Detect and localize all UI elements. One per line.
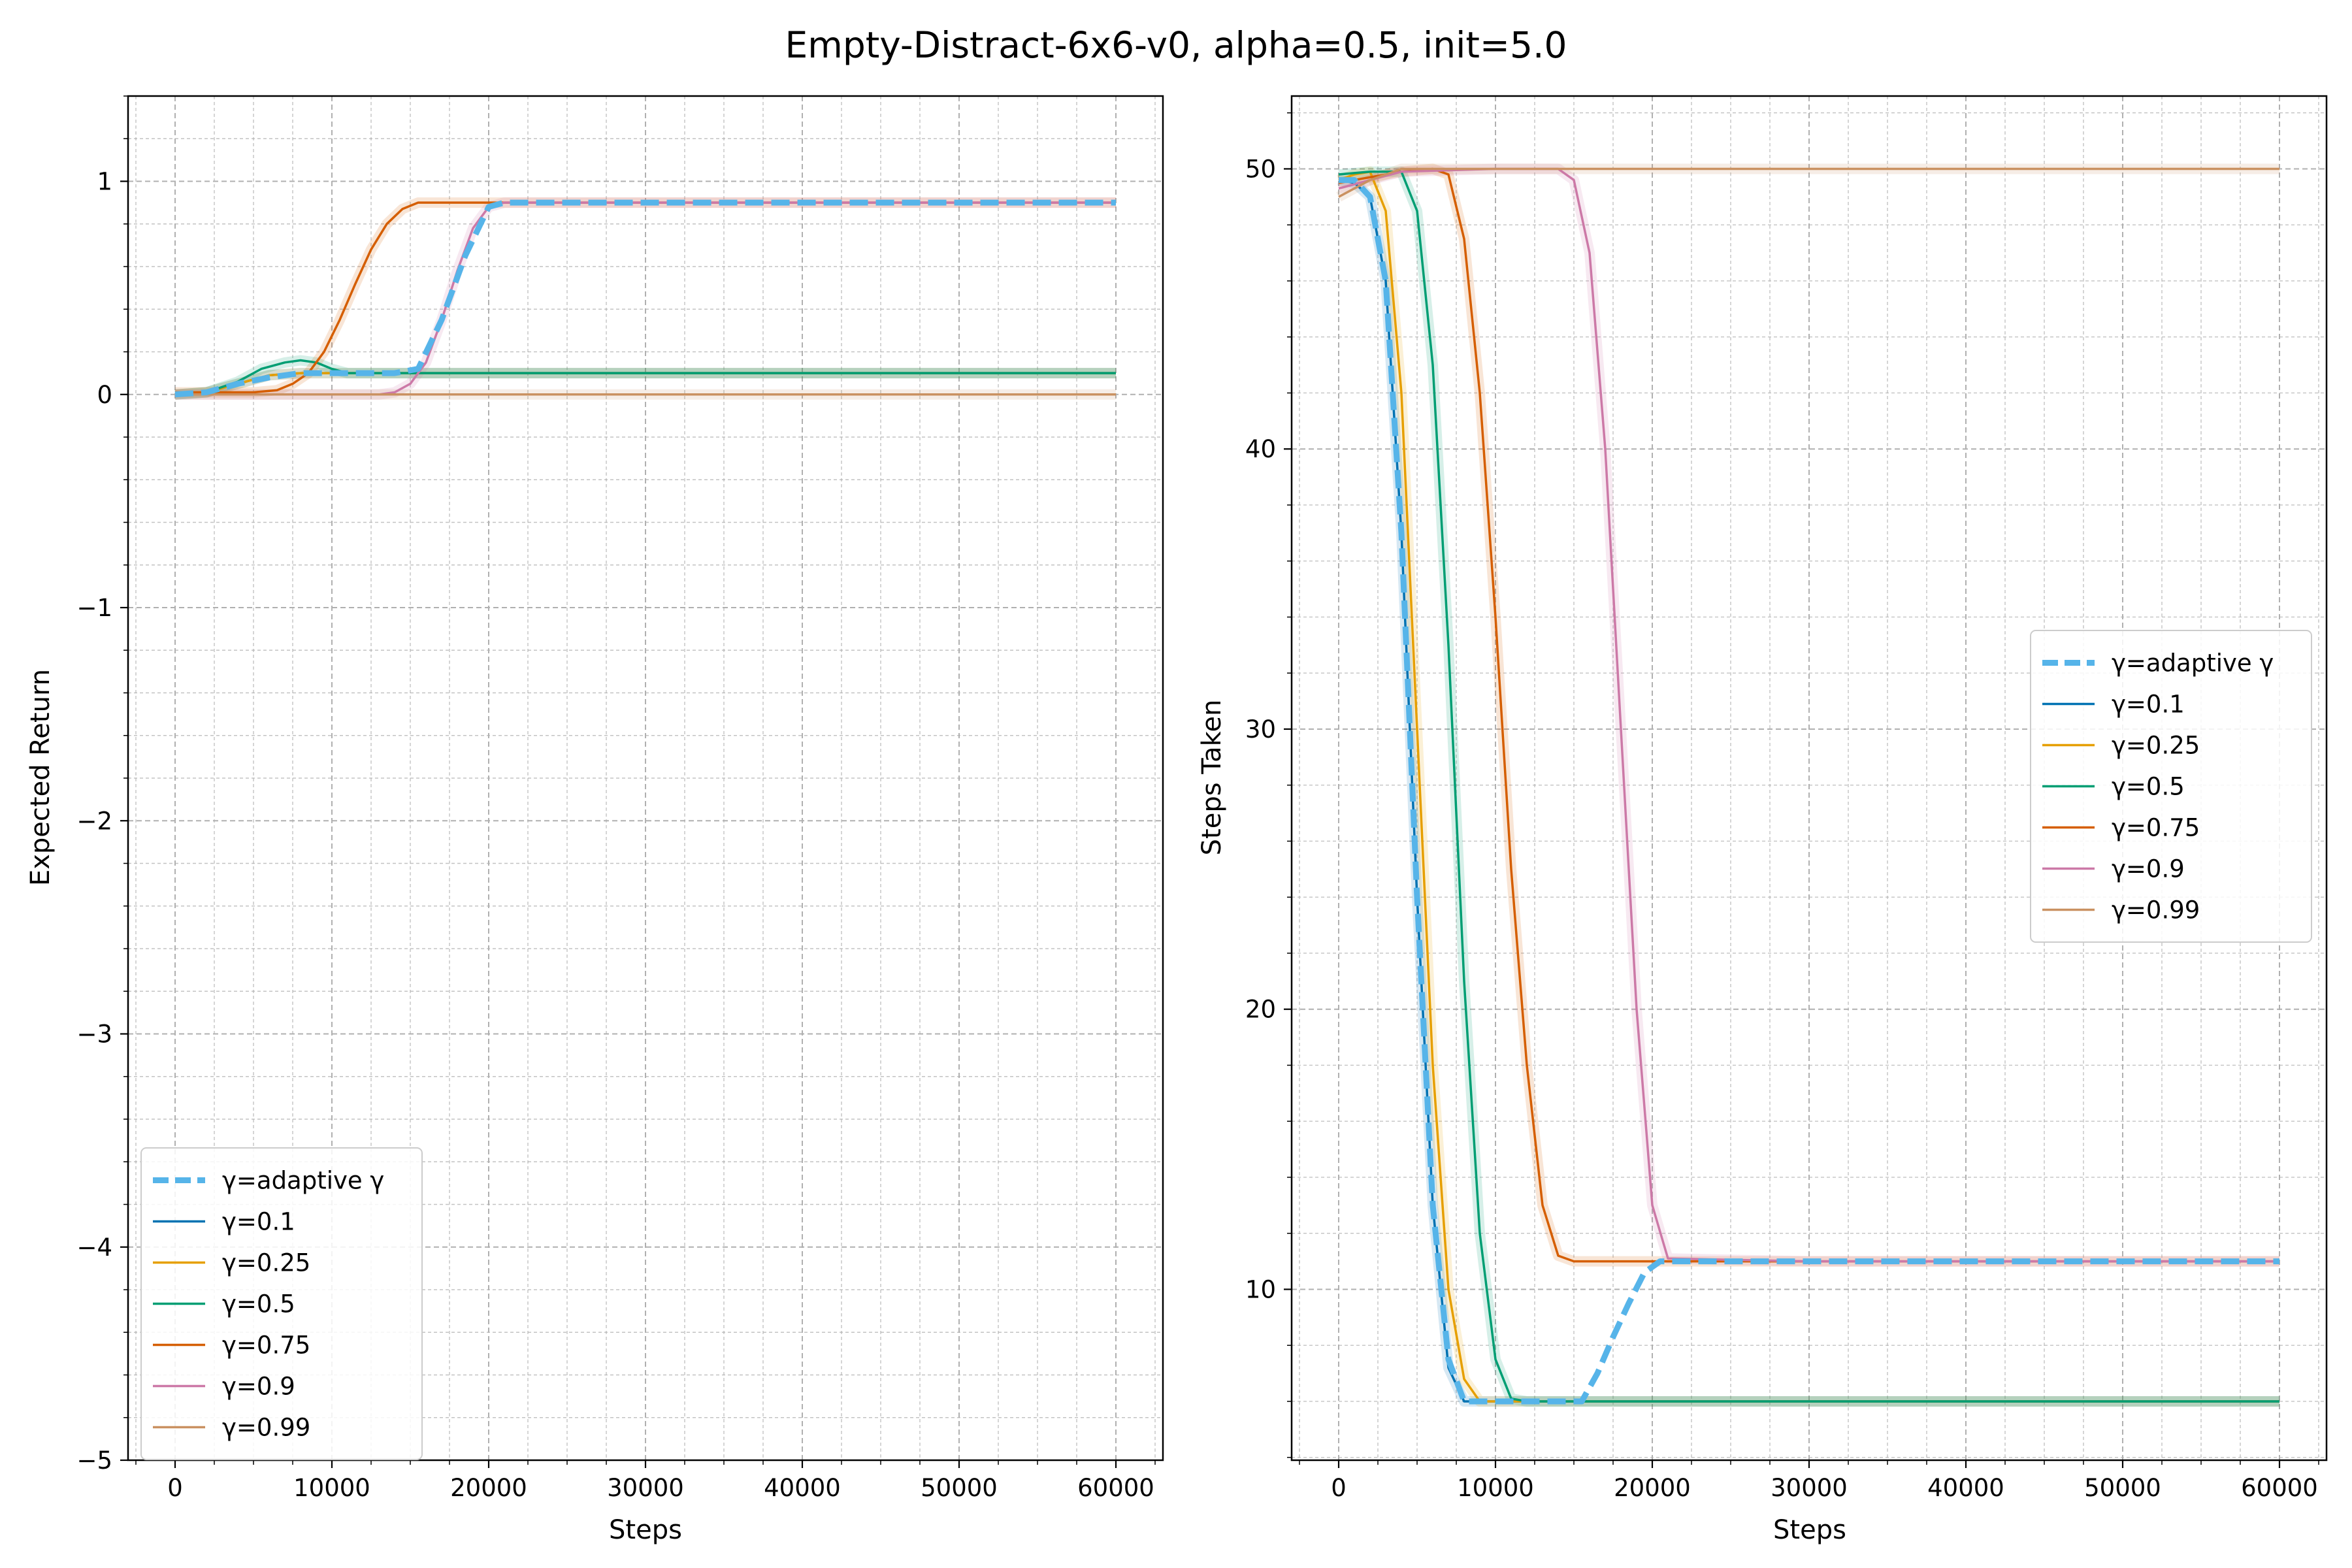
expected-return-x-tick-label: 50000	[921, 1474, 998, 1502]
steps-taken-y-tick-label: 40	[1245, 435, 1276, 463]
steps-taken-ticks: 0 10000 20000 30000 40000 50000 60000 10 20 30 40 5…	[1245, 112, 2319, 1502]
steps-taken-series	[1336, 163, 2279, 1407]
figure-title: Empty-Distract-6x6-v0, alpha=0.5, init=5…	[785, 24, 1567, 66]
expected-return-x-tick-label: 10000	[293, 1474, 370, 1502]
expected-return-x-tick-label: 40000	[764, 1474, 841, 1502]
steps-taken-legend-label: γ=0.25	[2112, 732, 2200, 760]
steps-taken-legend-label: γ=0.1	[2112, 691, 2185, 719]
expected-return-y-tick-label: −5	[76, 1446, 112, 1475]
expected-return-y-axis-label: Expected Return	[25, 669, 56, 886]
steps-taken-y-tick-label: 30	[1245, 715, 1276, 743]
expected-return-y-tick-label: −4	[76, 1233, 112, 1262]
steps-taken-chart: Steps Taken Steps 0 10000 20000 30000 40000 5…	[1197, 95, 2328, 1545]
expected-return-legend: γ=adaptive γ γ=0.1 γ=0.25 γ=0.5 γ=0.75 γ=0.9 γ…	[140, 1147, 423, 1460]
steps-taken-x-tick-label: 10000	[1457, 1474, 1534, 1502]
expected-return-legend-label: γ=adaptive γ	[222, 1167, 384, 1195]
expected-return-y-tick-label: −3	[76, 1021, 112, 1049]
steps-taken-y-tick-label: 10	[1245, 1275, 1276, 1303]
expected-return-y-tick-label: 1	[97, 168, 112, 196]
steps-taken-x-tick-label: 0	[1331, 1474, 1347, 1502]
expected-return-legend-label: γ=0.1	[222, 1208, 295, 1236]
expected-return-x-tick-label: 60000	[1077, 1474, 1154, 1502]
steps-taken-x-tick-label: 40000	[1927, 1474, 2004, 1502]
steps-taken-x-tick-label: 60000	[2241, 1474, 2318, 1502]
expected-return-x-tick-label: 20000	[450, 1474, 527, 1502]
steps-taken-legend-label: γ=0.9	[2112, 855, 2185, 883]
expected-return-y-tick-label: 0	[97, 381, 112, 409]
expected-return-x-tick-label: 0	[167, 1474, 183, 1502]
steps-taken-legend-box	[2030, 630, 2312, 943]
expected-return-legend-box	[140, 1147, 423, 1460]
steps-taken-y-tick-label: 20	[1245, 996, 1276, 1024]
expected-return-chart: Expected Return Steps 0 10000 20000 30000 40…	[25, 95, 1164, 1545]
steps-taken-series-line-6	[1338, 167, 2279, 198]
expected-return-legend-label: γ=0.99	[222, 1414, 310, 1442]
steps-taken-y-axis-label: Steps Taken	[1197, 700, 1227, 856]
expected-return-x-tick-label: 30000	[607, 1474, 684, 1502]
expected-return-series	[174, 197, 1116, 400]
steps-taken-x-tick-label: 20000	[1614, 1474, 1691, 1502]
steps-taken-x-tick-label: 30000	[1771, 1474, 1848, 1502]
steps-taken-legend-label: γ=0.75	[2112, 814, 2200, 842]
expected-return-legend-label: γ=0.9	[222, 1373, 295, 1401]
steps-taken-legend-label: γ=0.5	[2112, 773, 2185, 801]
expected-return-legend-label: γ=0.25	[222, 1249, 310, 1277]
steps-taken-legend: γ=adaptive γ γ=0.1 γ=0.25 γ=0.5 γ=0.75 γ=0.9 γ…	[2030, 630, 2312, 943]
expected-return-ticks: 0 10000 20000 30000 40000 50000 60000 −5 −4 −3 −2 −…	[76, 95, 1156, 1502]
expected-return-x-axis-label: Steps	[609, 1515, 682, 1545]
steps-taken-series-line-5	[1338, 167, 2279, 1263]
steps-taken-legend-label: γ=0.99	[2112, 896, 2200, 924]
expected-return-y-tick-label: −1	[76, 594, 112, 622]
steps-taken-y-tick-label: 50	[1245, 155, 1276, 183]
expected-return-legend-label: γ=0.5	[222, 1290, 295, 1318]
steps-taken-x-axis-label: Steps	[1773, 1515, 1846, 1545]
expected-return-series-line-4	[175, 201, 1116, 394]
expected-return-series-line-0	[174, 199, 1116, 398]
steps-taken-legend-label: γ=adaptive γ	[2112, 649, 2274, 678]
steps-taken-series-line-0	[1339, 177, 2279, 1405]
steps-taken-x-tick-label: 50000	[2084, 1474, 2161, 1502]
expected-return-legend-label: γ=0.75	[222, 1331, 310, 1360]
expected-return-y-tick-label: −2	[76, 807, 112, 835]
